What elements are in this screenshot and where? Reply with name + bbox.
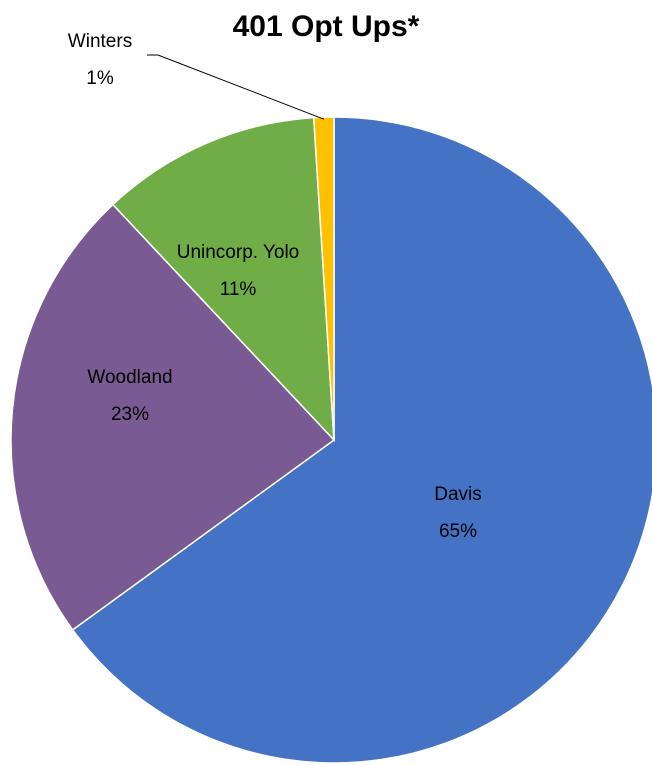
leader-line-winters [147, 54, 325, 120]
pie-slice-unincorp-yolo [111, 116, 335, 443]
pie-slices [10, 116, 652, 764]
pie-labels: Davis 65% Woodland 23% Unincorp. Yolo 11% Wint… [68, 31, 482, 542]
pie-slice-davis [71, 116, 652, 764]
pie-leader-lines [147, 54, 325, 120]
slice-label-winters: Winters [68, 31, 132, 52]
chart-title: 401 Opt Ups* [232, 10, 420, 43]
slice-percent-unincorp-yolo: 11% [220, 279, 257, 300]
slice-percent-winters: 1% [86, 68, 114, 89]
slice-percent-davis: 65% [439, 521, 477, 542]
slice-percent-woodland: 23% [111, 404, 149, 425]
pie-slice-woodland [10, 203, 336, 631]
slice-label-davis: Davis [434, 484, 482, 505]
slice-label-woodland: Woodland [87, 367, 172, 388]
slice-label-unincorp-yolo: Unincorp. Yolo [177, 242, 300, 263]
pie-slice-winters [312, 116, 335, 441]
